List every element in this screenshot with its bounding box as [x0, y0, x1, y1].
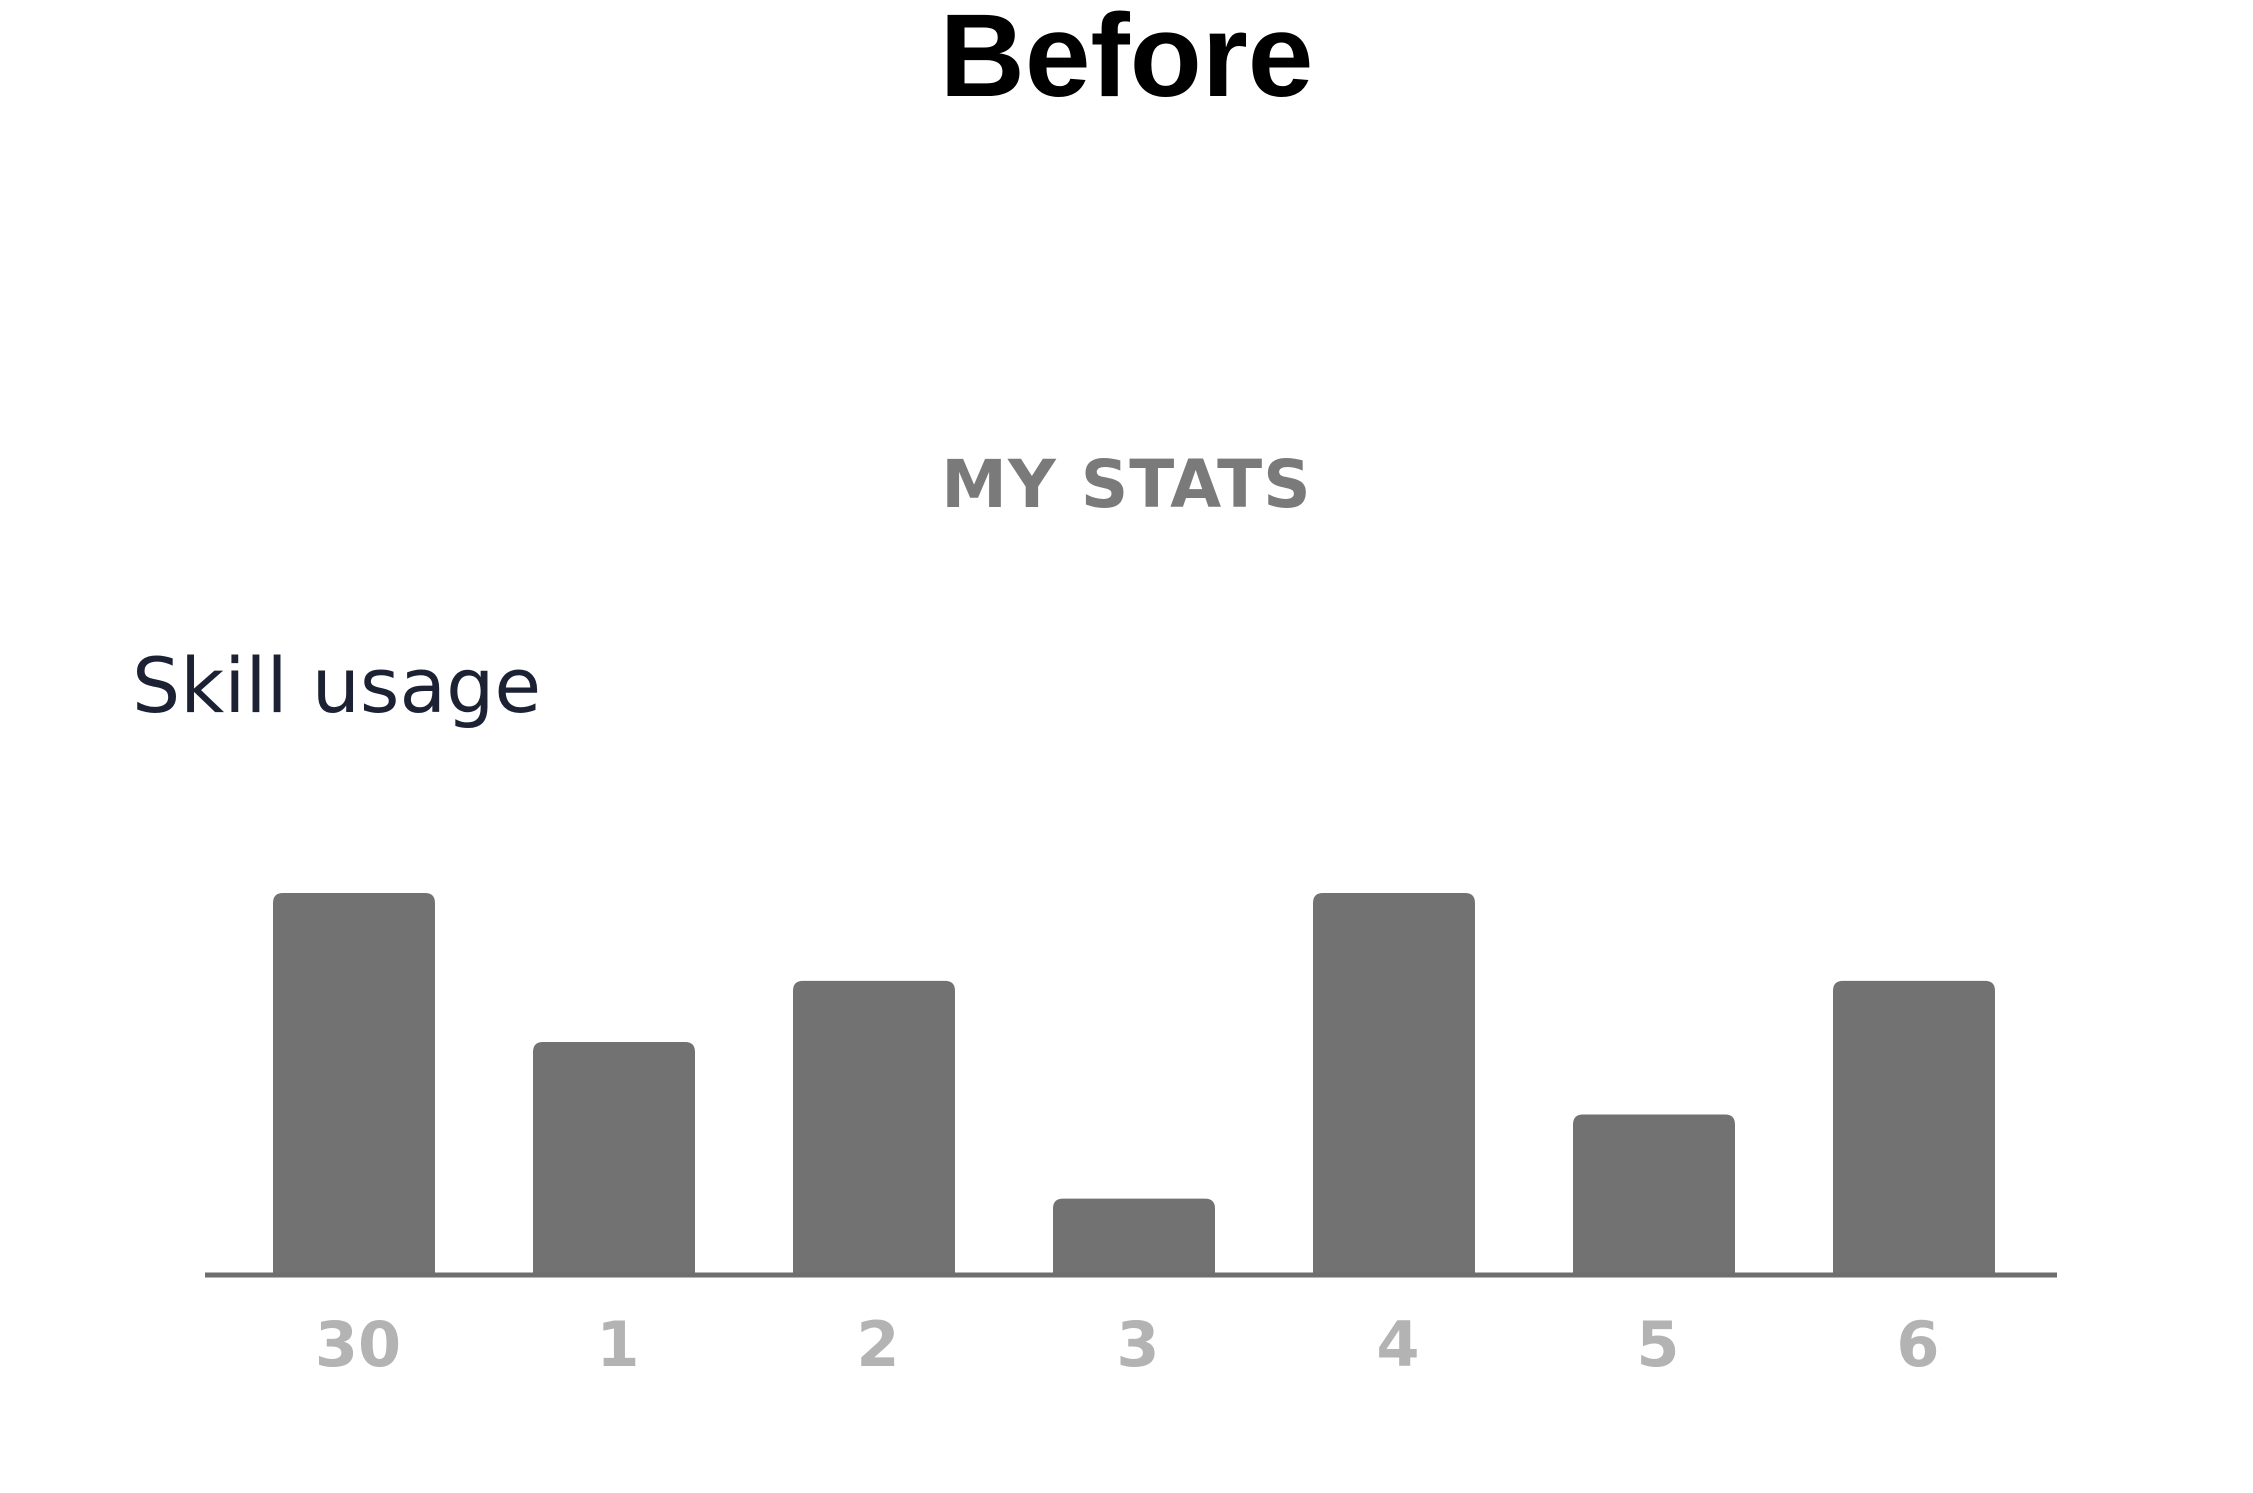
- bars-group: [273, 893, 1995, 1275]
- tick-labels-group: 30 1 2 3 4 5 6: [315, 1308, 1940, 1381]
- tick-label-4: 4: [1376, 1308, 1419, 1381]
- bar-2: [793, 980, 955, 1275]
- bar-4: [1313, 893, 1475, 1275]
- chart-title: Skill usage: [132, 641, 542, 730]
- tick-label-6: 6: [1896, 1308, 1939, 1381]
- tick-label-30: 30: [315, 1308, 401, 1381]
- section-title: MY STATS: [941, 446, 1312, 523]
- bar-5: [1573, 1114, 1735, 1275]
- tick-label-1: 1: [596, 1308, 639, 1381]
- bar-30: [273, 893, 435, 1275]
- bar-1: [533, 1041, 695, 1275]
- tick-label-2: 2: [856, 1308, 899, 1381]
- bar-6: [1833, 980, 1995, 1275]
- tick-label-5: 5: [1636, 1308, 1679, 1381]
- tick-label-3: 3: [1116, 1308, 1159, 1381]
- bar-3: [1053, 1198, 1215, 1275]
- page-heading: Before: [939, 0, 1314, 122]
